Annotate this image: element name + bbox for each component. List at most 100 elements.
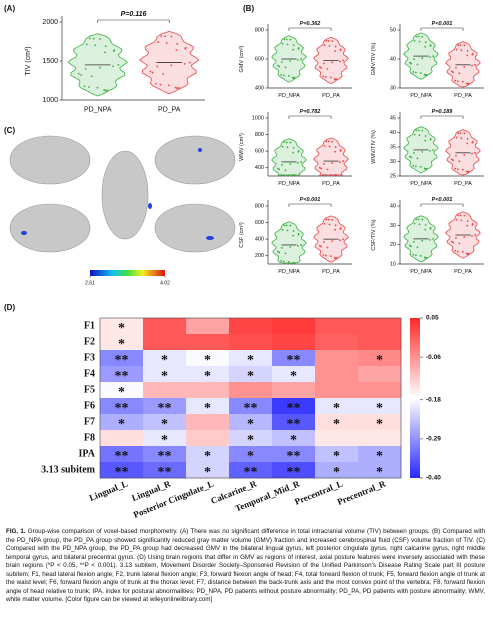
y-tick-label: 1000 — [252, 115, 264, 121]
violin-dot — [329, 174, 332, 176]
significance: * — [247, 353, 254, 368]
violin-dot — [106, 89, 109, 92]
brain-spot — [148, 203, 152, 209]
violin-dot — [92, 37, 95, 40]
heatmap-cell — [229, 334, 273, 351]
panel-label: (D) — [4, 303, 15, 312]
heatmap-cell — [315, 318, 359, 335]
violin-dot — [96, 86, 99, 89]
y-tick-label: 400 — [255, 85, 264, 91]
violin-dot — [287, 260, 290, 263]
violin-dot — [412, 253, 415, 256]
violin-dot — [413, 151, 415, 154]
violin-dot — [276, 250, 279, 253]
violin-dot — [324, 174, 327, 176]
violin-dot — [432, 55, 434, 57]
violin-dot — [289, 38, 292, 41]
violin-dot — [421, 150, 424, 153]
heatmap-cell — [358, 446, 402, 463]
y-axis-label: WMV (cm³) — [239, 133, 245, 161]
violin-dot — [293, 76, 296, 79]
colorbar — [410, 318, 420, 478]
heatmap-cell — [315, 398, 359, 415]
heatmap-cell — [186, 318, 230, 335]
violin-dot — [342, 160, 344, 162]
significance: * — [333, 417, 340, 432]
violin-dot — [283, 141, 286, 144]
significance: ** — [287, 401, 301, 416]
violin-dot — [414, 165, 417, 168]
significance: ** — [244, 401, 258, 416]
y-tick-label: 10 — [390, 261, 396, 267]
violin-dot — [466, 220, 469, 222]
violin-dot — [419, 72, 422, 74]
significance: * — [247, 433, 254, 448]
heatmap-cell — [229, 366, 273, 383]
significance: ** — [115, 465, 129, 480]
violin-dot — [284, 252, 287, 255]
heatmap-cell — [229, 382, 273, 399]
violin-dot — [329, 255, 332, 257]
violin-dot — [297, 47, 300, 49]
heatmap-cell — [100, 462, 144, 479]
violin-dot — [289, 224, 292, 227]
violin-dot — [184, 46, 187, 49]
violin-dot — [458, 160, 461, 163]
heatmap-frame — [99, 317, 402, 479]
violin-dot — [419, 165, 422, 168]
significance: * — [247, 369, 254, 384]
violin — [271, 138, 307, 176]
brain-axial — [101, 150, 149, 240]
violin-dot — [414, 254, 417, 257]
violin-dot — [455, 66, 457, 69]
violin-dot — [334, 228, 337, 231]
violin-dot — [429, 238, 431, 241]
significance: * — [204, 465, 211, 480]
colorbar-label: 0.05 — [426, 315, 439, 322]
row-label: F5 — [84, 384, 95, 395]
violin — [313, 137, 349, 176]
violin-dot — [335, 257, 338, 259]
violin-dot — [331, 218, 334, 221]
violin-dot — [331, 240, 334, 243]
violin-dot — [408, 61, 411, 64]
violin-dot — [333, 78, 336, 80]
violin-dot — [278, 168, 281, 171]
heatmap-cell — [272, 366, 316, 383]
violin-dot — [463, 214, 466, 217]
significance: * — [204, 401, 211, 416]
violin-dot — [466, 224, 469, 227]
brain-lateral-right — [154, 135, 236, 185]
violin-dot — [450, 158, 453, 161]
violin-dot — [466, 49, 469, 52]
row-label: F7 — [84, 416, 95, 427]
p-bracket — [97, 19, 170, 23]
violin-dot — [461, 80, 464, 83]
heatmap-cell — [315, 350, 359, 367]
violin-dot — [423, 73, 426, 76]
violin-dot — [455, 154, 457, 157]
violin-dot — [289, 246, 292, 248]
heatmap-cell — [272, 318, 316, 335]
heatmap-cell — [315, 462, 359, 479]
heatmap-cell — [272, 334, 316, 351]
violin-dot — [328, 145, 331, 148]
violin-dot — [276, 167, 279, 170]
violin-dot — [471, 140, 474, 143]
y-axis-label: CSF/TIV (%) — [371, 219, 377, 250]
violin-dot — [297, 59, 299, 61]
heatmap-cell — [186, 398, 230, 415]
violin-dot — [170, 35, 173, 38]
significance: * — [290, 369, 297, 384]
heatmap-cell — [358, 462, 402, 479]
colorbar-label: -0.40 — [426, 475, 441, 482]
violin-dot — [456, 250, 459, 253]
heatmap-cell — [272, 446, 316, 463]
heatmap-cell — [186, 414, 230, 431]
p-bracket — [420, 115, 464, 119]
violin-dot — [83, 85, 86, 88]
y-tick-label: 2000 — [42, 19, 58, 26]
significance: * — [161, 433, 168, 448]
y-tick-label: 800 — [255, 132, 264, 138]
violin-dot — [471, 223, 474, 225]
